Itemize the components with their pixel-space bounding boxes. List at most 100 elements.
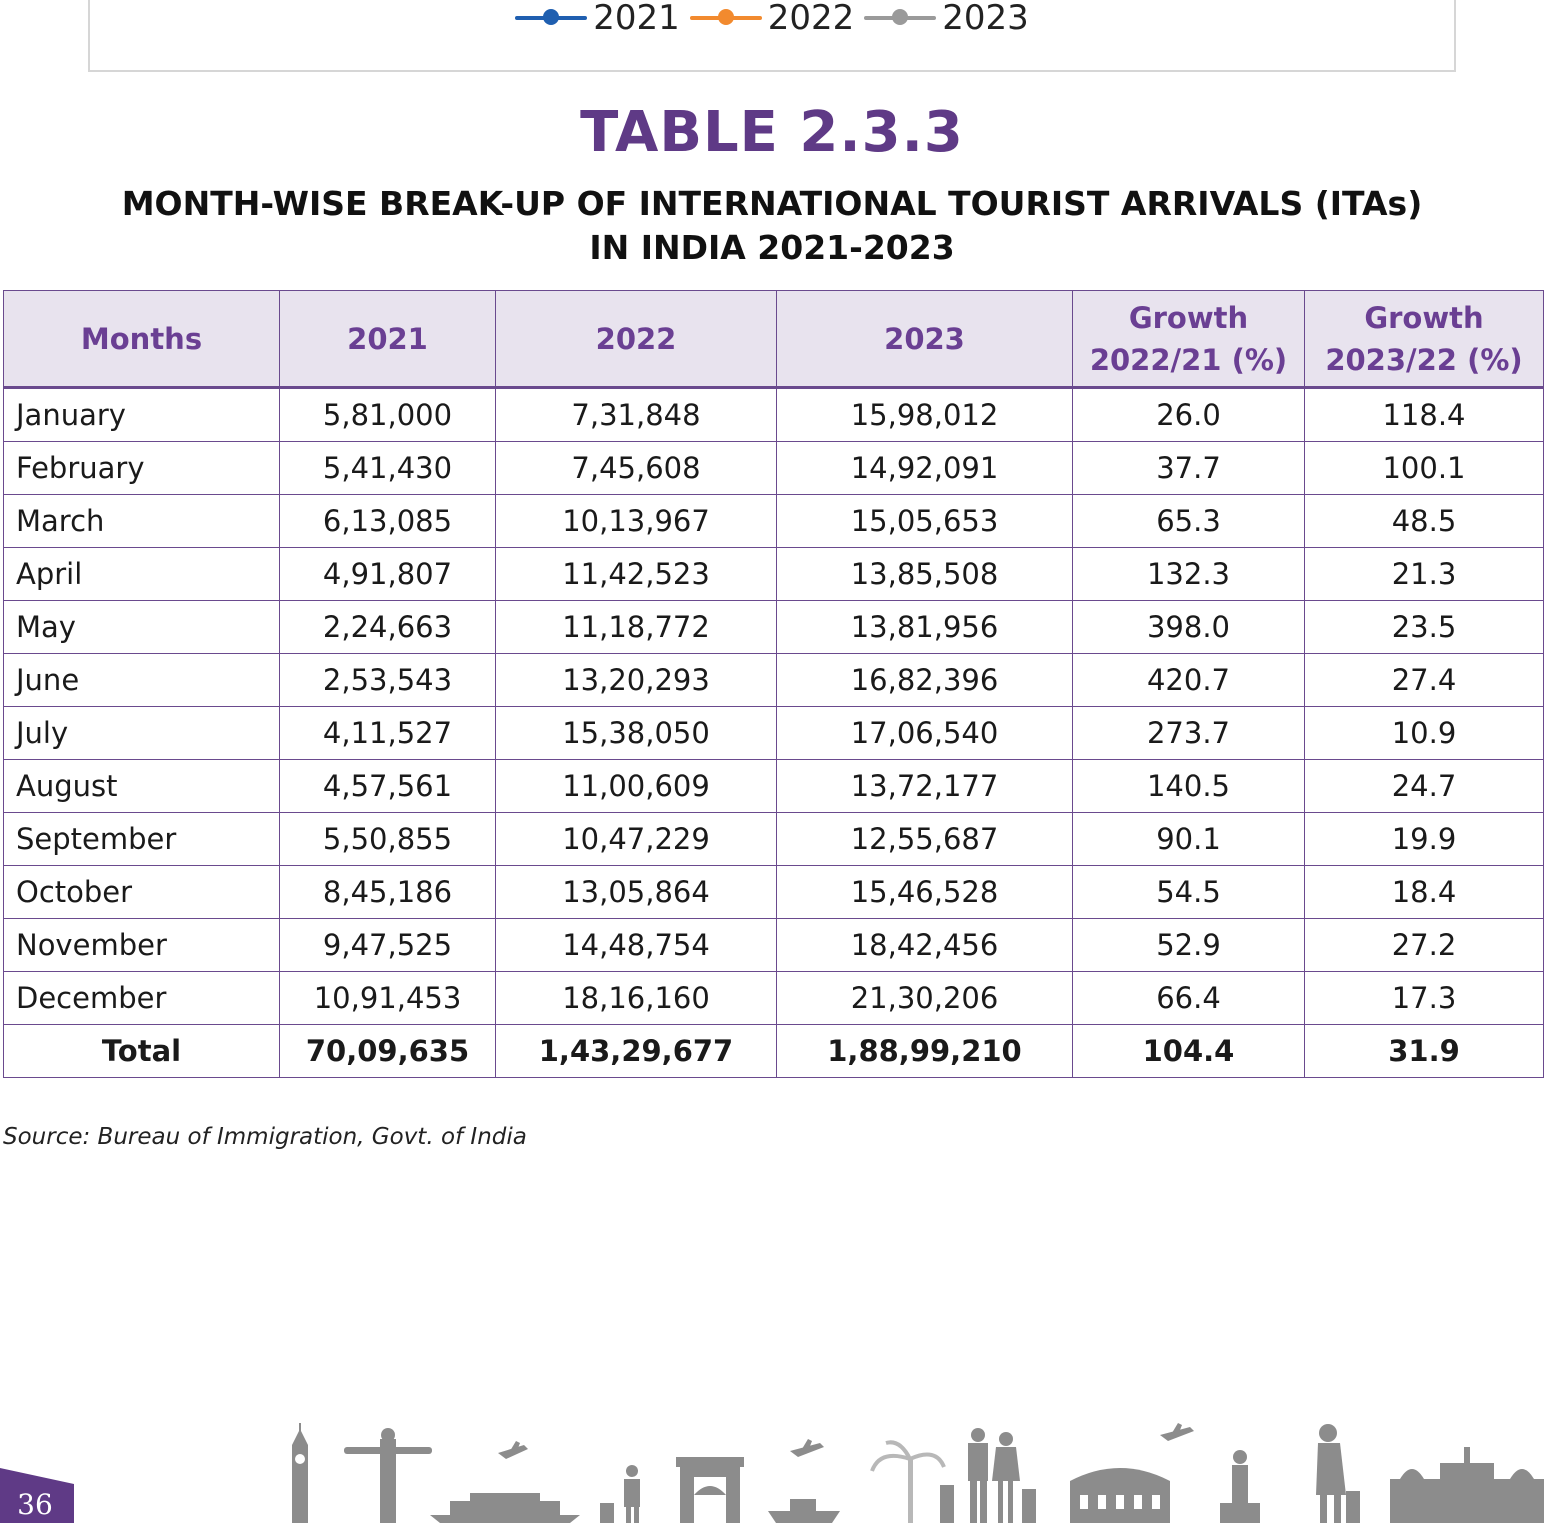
page-number: 36 [17, 1488, 53, 1521]
growth-2022-21: 273.7 [1072, 706, 1305, 760]
growth-2022-21: 420.7 [1072, 653, 1305, 707]
table-row: September 5,50,855 10,47,229 12,55,687 90.1 1… [3, 812, 1544, 866]
value-2023: 13,72,177 [776, 759, 1073, 813]
value-2022: 7,45,608 [495, 441, 777, 495]
value-2023: 17,06,540 [776, 706, 1073, 760]
value-2022: 7,31,848 [495, 387, 777, 442]
month-cell: August [3, 759, 280, 813]
month-cell: October [3, 865, 280, 919]
table-body: January 5,81,000 7,31,848 15,98,012 26.0 118.… [3, 387, 1544, 1078]
table-row: February 5,41,430 7,45,608 14,92,091 37.7 100… [3, 441, 1544, 495]
source-note: Source: Bureau of Immigration, Govt. of … [3, 1124, 527, 1150]
value-2021: 5,50,855 [279, 812, 496, 866]
value-2021: 5,41,430 [279, 441, 496, 495]
table-row: October 8,45,186 13,05,864 15,46,528 54.5 18.… [3, 865, 1544, 919]
value-2023: 14,92,091 [776, 441, 1073, 495]
month-cell: May [3, 600, 280, 654]
growth-2023-22: 10.9 [1304, 706, 1544, 760]
value-2021: 9,47,525 [279, 918, 496, 972]
value-2021: 6,13,085 [279, 494, 496, 548]
total-2023: 1,88,99,210 [776, 1024, 1073, 1078]
value-2023: 13,81,956 [776, 600, 1073, 654]
header-2023: 2023 [776, 290, 1073, 389]
value-2023: 13,85,508 [776, 547, 1073, 601]
value-2022: 11,42,523 [495, 547, 777, 601]
growth-2023-22: 48.5 [1304, 494, 1544, 548]
month-cell: February [3, 441, 280, 495]
header-growth-2022-21-line1: Growth [1128, 300, 1249, 335]
value-2022: 18,16,160 [495, 971, 777, 1025]
month-cell: June [3, 653, 280, 707]
landmarks-skyline-illustration [292, 1423, 1544, 1523]
growth-2022-21: 37.7 [1072, 441, 1305, 495]
value-2023: 16,82,396 [776, 653, 1073, 707]
table-row: May 2,24,663 11,18,772 13,81,956 398.0 23.5 [3, 600, 1544, 654]
growth-2023-22: 100.1 [1304, 441, 1544, 495]
growth-2023-22: 27.4 [1304, 653, 1544, 707]
value-2022: 15,38,050 [495, 706, 777, 760]
table-row: March 6,13,085 10,13,967 15,05,653 65.3 48.5 [3, 494, 1544, 548]
legend-label-2021: 2021 [593, 0, 680, 38]
legend-label-2022: 2022 [767, 0, 855, 38]
table-title-line-2: IN INDIA 2021-2023 [589, 228, 955, 267]
month-cell: September [3, 812, 280, 866]
growth-2022-21: 132.3 [1072, 547, 1305, 601]
growth-2022-21: 26.0 [1072, 387, 1305, 442]
growth-2022-21: 65.3 [1072, 494, 1305, 548]
value-2023: 12,55,687 [776, 812, 1073, 866]
value-2022: 10,13,967 [495, 494, 777, 548]
month-cell: March [3, 494, 280, 548]
arrivals-table: Months 2021 2022 2023 Growth 2022/21 (%)… [3, 290, 1544, 1078]
growth-2023-22: 18.4 [1304, 865, 1544, 919]
value-2021: 2,24,663 [279, 600, 496, 654]
header-growth-2022-21-line2: 2022/21 (%) [1089, 342, 1288, 377]
total-label: Total [3, 1024, 280, 1078]
value-2022: 13,20,293 [495, 653, 777, 707]
growth-2022-21: 90.1 [1072, 812, 1305, 866]
table-row: April 4,91,807 11,42,523 13,85,508 132.3 21.3 [3, 547, 1544, 601]
value-2023: 15,98,012 [776, 387, 1073, 442]
month-cell: April [3, 547, 280, 601]
growth-2023-22: 19.9 [1304, 812, 1544, 866]
chart-legend: 2021 2022 2023 [90, 0, 1454, 40]
total-2022: 1,43,29,677 [495, 1024, 777, 1078]
value-2022: 11,00,609 [495, 759, 777, 813]
growth-2023-22: 17.3 [1304, 971, 1544, 1025]
table-number: TABLE 2.3.3 [580, 100, 964, 165]
header-2021: 2021 [279, 290, 496, 389]
growth-2023-22: 23.5 [1304, 600, 1544, 654]
value-2023: 21,30,206 [776, 971, 1073, 1025]
value-2022: 10,47,229 [495, 812, 777, 866]
month-cell: July [3, 706, 280, 760]
month-cell: November [3, 918, 280, 972]
legend-label-2023: 2023 [942, 0, 1029, 38]
month-cell: January [3, 387, 280, 442]
growth-2022-21: 398.0 [1072, 600, 1305, 654]
value-2022: 11,18,772 [495, 600, 777, 654]
value-2021: 5,81,000 [279, 387, 496, 442]
month-cell: December [3, 971, 280, 1025]
growth-2022-21: 54.5 [1072, 865, 1305, 919]
value-2021: 4,57,561 [279, 759, 496, 813]
total-growth-2022-21: 104.4 [1072, 1024, 1305, 1078]
table-row: June 2,53,543 13,20,293 16,82,396 420.7 27.4 [3, 653, 1544, 707]
total-growth-2023-22: 31.9 [1304, 1024, 1544, 1078]
total-2021: 70,09,635 [279, 1024, 496, 1078]
table-row: July 4,11,527 15,38,050 17,06,540 273.7 10.9 [3, 706, 1544, 760]
header-growth-2023-22: Growth 2023/22 (%) [1304, 290, 1544, 389]
table-row: November 9,47,525 14,48,754 18,42,456 52.9 27… [3, 918, 1544, 972]
value-2022: 14,48,754 [495, 918, 777, 972]
value-2023: 18,42,456 [776, 918, 1073, 972]
header-growth-2023-22-line2: 2023/22 (%) [1325, 342, 1523, 377]
growth-2023-22: 21.3 [1304, 547, 1544, 601]
table-row: January 5,81,000 7,31,848 15,98,012 26.0 118.… [3, 387, 1544, 442]
page-number-tab: 36 [0, 1468, 74, 1523]
value-2021: 2,53,543 [279, 653, 496, 707]
table-title: MONTH-WISE BREAK-UP OF INTERNATIONAL TOU… [40, 182, 1504, 270]
value-2021: 4,91,807 [279, 547, 496, 601]
table-total-row: Total 70,09,635 1,43,29,677 1,88,99,210 104.… [3, 1024, 1544, 1078]
table-row: December 10,91,453 18,16,160 21,30,206 66.4 1… [3, 971, 1544, 1025]
growth-2023-22: 27.2 [1304, 918, 1544, 972]
value-2021: 10,91,453 [279, 971, 496, 1025]
chart-frame: 2021 2022 2023 [88, 0, 1456, 72]
